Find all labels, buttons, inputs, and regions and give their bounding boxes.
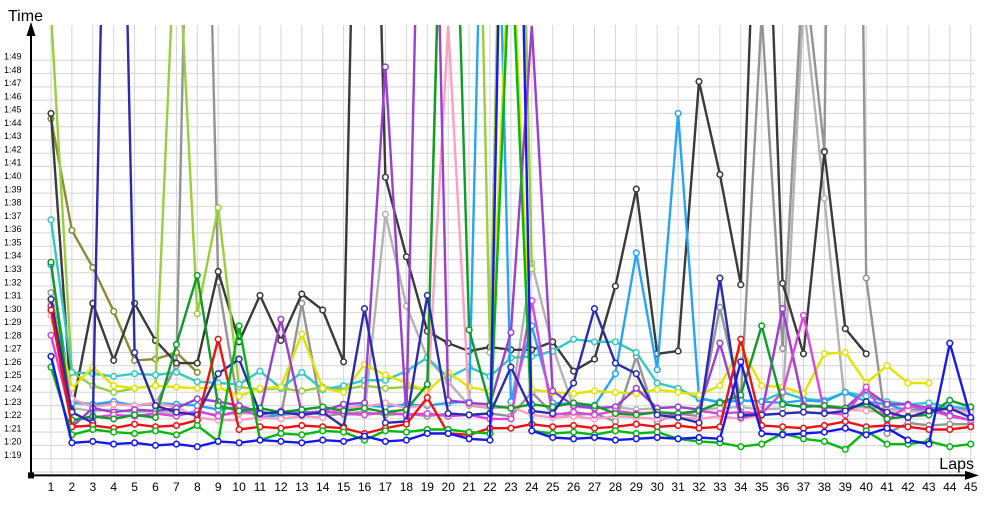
svg-text:16: 16 xyxy=(358,480,372,494)
svg-text:Time: Time xyxy=(8,8,43,25)
svg-text:40: 40 xyxy=(860,480,874,494)
svg-text:13: 13 xyxy=(295,480,309,494)
svg-text:1:39: 1:39 xyxy=(4,184,22,194)
svg-text:37: 37 xyxy=(797,480,811,494)
svg-text:1:44: 1:44 xyxy=(4,118,22,128)
svg-text:Laps: Laps xyxy=(939,456,974,473)
svg-text:6: 6 xyxy=(152,480,159,494)
svg-text:1:43: 1:43 xyxy=(4,131,22,141)
svg-text:1:26: 1:26 xyxy=(4,357,22,367)
svg-text:32: 32 xyxy=(692,480,706,494)
svg-text:23: 23 xyxy=(504,480,518,494)
svg-text:28: 28 xyxy=(609,480,623,494)
svg-text:11: 11 xyxy=(254,480,267,494)
svg-text:39: 39 xyxy=(839,480,853,494)
svg-text:14: 14 xyxy=(316,480,330,494)
svg-text:33: 33 xyxy=(713,480,727,494)
svg-text:1:47: 1:47 xyxy=(4,78,22,88)
svg-text:44: 44 xyxy=(943,480,957,494)
svg-text:1:30: 1:30 xyxy=(4,304,22,314)
svg-text:1:32: 1:32 xyxy=(4,277,22,287)
svg-text:45: 45 xyxy=(964,480,978,494)
svg-text:1:21: 1:21 xyxy=(4,423,22,433)
svg-text:1:37: 1:37 xyxy=(4,211,22,221)
svg-text:2: 2 xyxy=(69,480,76,494)
svg-text:15: 15 xyxy=(337,480,351,494)
svg-text:1:31: 1:31 xyxy=(4,291,22,301)
svg-text:1:33: 1:33 xyxy=(4,264,22,274)
svg-text:8: 8 xyxy=(194,480,201,494)
svg-text:21: 21 xyxy=(462,480,476,494)
svg-text:35: 35 xyxy=(755,480,769,494)
svg-text:1: 1 xyxy=(48,480,55,494)
svg-text:1:38: 1:38 xyxy=(4,198,22,208)
svg-text:10: 10 xyxy=(232,480,246,494)
svg-text:1:19: 1:19 xyxy=(4,450,22,460)
svg-text:1:25: 1:25 xyxy=(4,370,22,380)
svg-text:17: 17 xyxy=(379,480,393,494)
svg-text:1:36: 1:36 xyxy=(4,224,22,234)
svg-text:1:40: 1:40 xyxy=(4,171,22,181)
svg-text:36: 36 xyxy=(776,480,790,494)
svg-text:43: 43 xyxy=(922,480,936,494)
svg-text:18: 18 xyxy=(400,480,414,494)
svg-text:7: 7 xyxy=(173,480,180,494)
svg-text:20: 20 xyxy=(442,480,456,494)
svg-text:19: 19 xyxy=(421,480,435,494)
svg-text:30: 30 xyxy=(651,480,665,494)
svg-text:42: 42 xyxy=(901,480,915,494)
svg-text:34: 34 xyxy=(734,480,748,494)
svg-text:26: 26 xyxy=(567,480,581,494)
svg-text:1:28: 1:28 xyxy=(4,330,22,340)
svg-text:25: 25 xyxy=(546,480,560,494)
svg-text:1:22: 1:22 xyxy=(4,410,22,420)
svg-text:1:41: 1:41 xyxy=(4,158,22,168)
svg-text:22: 22 xyxy=(483,480,497,494)
svg-text:27: 27 xyxy=(588,480,602,494)
svg-text:1:34: 1:34 xyxy=(4,251,22,261)
svg-text:1:42: 1:42 xyxy=(4,145,22,155)
svg-text:9: 9 xyxy=(215,480,222,494)
svg-text:1:48: 1:48 xyxy=(4,65,22,75)
svg-text:3: 3 xyxy=(89,480,96,494)
svg-text:29: 29 xyxy=(630,480,644,494)
svg-text:1:49: 1:49 xyxy=(4,52,22,62)
svg-text:1:29: 1:29 xyxy=(4,317,22,327)
svg-text:5: 5 xyxy=(131,480,138,494)
svg-text:1:24: 1:24 xyxy=(4,384,22,394)
svg-text:1:45: 1:45 xyxy=(4,105,22,115)
svg-text:12: 12 xyxy=(274,480,288,494)
svg-text:1:35: 1:35 xyxy=(4,237,22,247)
svg-text:38: 38 xyxy=(818,480,832,494)
svg-text:31: 31 xyxy=(671,480,685,494)
svg-text:24: 24 xyxy=(525,480,539,494)
svg-text:1:20: 1:20 xyxy=(4,437,22,447)
svg-text:1:46: 1:46 xyxy=(4,91,22,101)
svg-text:1:27: 1:27 xyxy=(4,344,22,354)
svg-text:41: 41 xyxy=(880,480,894,494)
svg-text:4: 4 xyxy=(110,480,117,494)
svg-text:1:23: 1:23 xyxy=(4,397,22,407)
